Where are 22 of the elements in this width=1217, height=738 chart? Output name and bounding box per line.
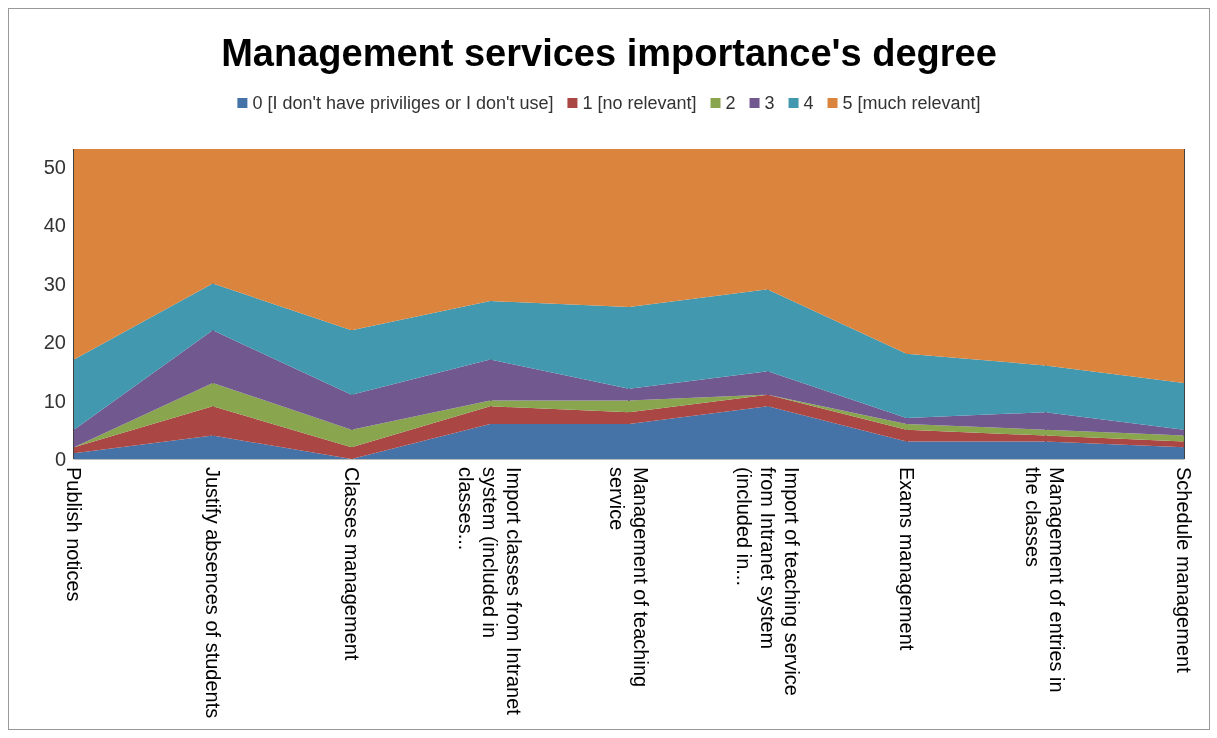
y-tick-label: 20 bbox=[43, 331, 66, 354]
legend-label: 5 [much relevant] bbox=[842, 93, 981, 113]
x-tick-label: Schedule management bbox=[1173, 467, 1195, 674]
y-tick-label: 10 bbox=[43, 389, 66, 412]
legend-label: 4 bbox=[803, 93, 814, 113]
y-tick-label: 50 bbox=[43, 155, 66, 178]
y-tick-label: 30 bbox=[43, 272, 66, 295]
legend-label: 3 bbox=[764, 93, 775, 113]
x-tick-label: Management of entries in the classes bbox=[1022, 467, 1069, 699]
x-tick-label: Exams management bbox=[895, 467, 918, 651]
legend-label: 0 [I don't have priviliges or I don't use] bbox=[252, 93, 554, 113]
y-tick-label: 0 bbox=[54, 448, 66, 470]
legend-label: 1 [no relevant] bbox=[582, 93, 697, 113]
x-tick-label: Justify absences of students bbox=[201, 467, 224, 719]
y-tick-label: 40 bbox=[43, 214, 66, 237]
x-tick-label: Import classes from Intranet system (included in classes... bbox=[455, 467, 526, 721]
x-tick-label: Management of teaching service bbox=[606, 467, 652, 693]
x-tick-label: Import of teaching service from Intranet system (included in... bbox=[732, 467, 803, 702]
legend-label: 2 bbox=[725, 93, 736, 113]
x-tick-label: Publish notices bbox=[63, 467, 85, 602]
x-tick-label: Classes management bbox=[340, 467, 363, 661]
chart-title: Management services importance's degree bbox=[221, 32, 997, 74]
